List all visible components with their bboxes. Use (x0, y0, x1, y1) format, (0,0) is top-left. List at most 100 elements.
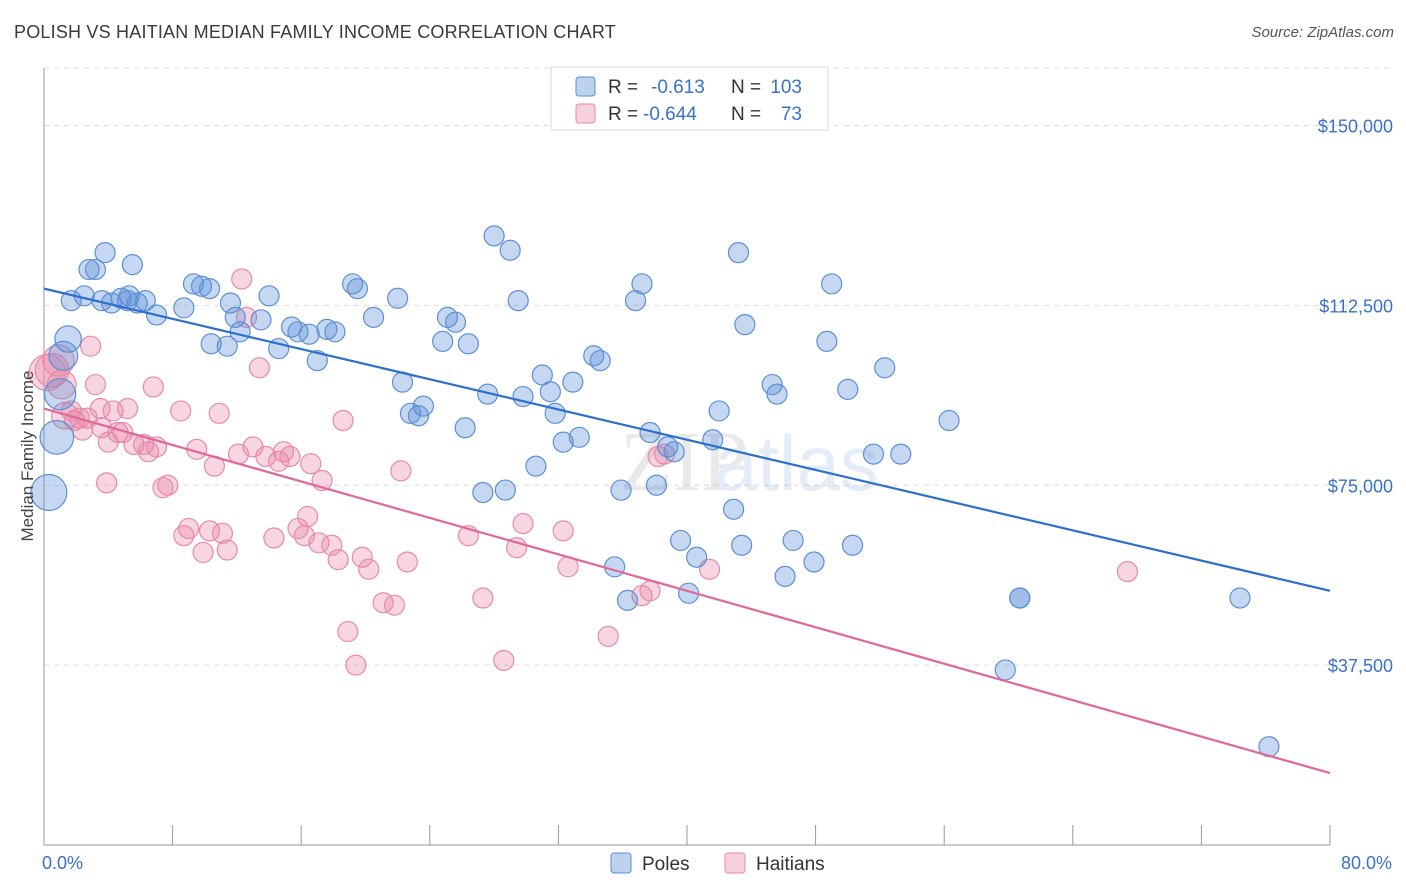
poles-point (837, 378, 859, 400)
poles-point (39, 419, 75, 455)
haitians-point (472, 587, 494, 609)
haitians-point (268, 450, 290, 472)
poles-point (841, 534, 864, 556)
poles-point (126, 292, 148, 314)
poles-point (568, 426, 590, 448)
legend-swatch-poles (575, 76, 596, 97)
poles-point (761, 373, 783, 396)
haitians-point (1116, 561, 1139, 583)
haitians-point (308, 532, 330, 554)
poles-point (782, 529, 804, 552)
poles-point (589, 349, 611, 372)
poles-point (121, 254, 144, 276)
poles-point (803, 551, 825, 573)
haitians-point (198, 520, 221, 542)
poles-point (306, 349, 328, 372)
y-tick-label: $37,500 (1328, 656, 1393, 676)
poles-point (862, 443, 885, 465)
x-tick-label-max: 80.0% (1341, 853, 1392, 873)
poles-point (723, 498, 745, 520)
haitians-point (231, 268, 253, 290)
haitians-point (96, 472, 118, 494)
haitians-point (506, 537, 528, 559)
poles-point (250, 309, 272, 331)
poles-point (562, 371, 584, 393)
series-legend: Poles Haitians (610, 852, 825, 875)
haitians-point (84, 373, 107, 396)
haitians-point (157, 474, 179, 496)
haitians-point (345, 654, 367, 676)
poles-point (525, 455, 547, 477)
series-legend-swatch-poles (610, 852, 632, 874)
poles-point (444, 311, 467, 333)
poles-point (30, 473, 68, 512)
poles-point (190, 275, 213, 297)
watermark-atlas: atlas (714, 419, 879, 507)
haitians-point (597, 625, 619, 647)
haitians-point (383, 594, 406, 616)
poles-points (30, 225, 1280, 758)
poles-point (258, 285, 280, 307)
poles-point (610, 479, 632, 501)
poles-point (43, 377, 77, 411)
poles-point (387, 287, 409, 309)
poles-point (994, 659, 1016, 681)
poles-point (54, 325, 82, 353)
legend-r-value-poles: -0.613 (651, 77, 705, 98)
poles-point (48, 340, 79, 371)
haitians-point (112, 421, 134, 444)
poles-point (78, 258, 100, 281)
haitians-point (337, 620, 359, 643)
chart-title: POLISH VS HAITIAN MEDIAN FAMILY INCOME C… (14, 22, 616, 42)
haitians-point (552, 520, 574, 542)
poles-point (483, 225, 505, 247)
poles-point (774, 565, 796, 588)
trend-lines (43, 287, 1331, 775)
poles-point (708, 400, 730, 422)
axes (43, 68, 1331, 846)
poles-point (84, 258, 107, 281)
haitians-point (89, 397, 111, 420)
poles-point (631, 273, 653, 295)
series-legend-swatch-haitians (724, 852, 746, 874)
poles-point (663, 441, 685, 463)
series-legend-label-haitians: Haitians (756, 854, 825, 875)
poles-point (457, 333, 479, 355)
stats-legend: R = -0.613 N = 103 R = -0.644 N = 73 (550, 66, 829, 131)
poles-point (604, 556, 626, 578)
poles-point (624, 290, 647, 312)
poles-point (539, 381, 561, 403)
poles-point (874, 357, 896, 379)
poles-point (1009, 587, 1031, 609)
poles-point (507, 290, 529, 312)
haitians-point (178, 517, 200, 540)
source-label: Source: ZipAtlas.com (1251, 24, 1394, 41)
poles-point (454, 417, 476, 439)
legend-n-value-haitians: 73 (781, 104, 802, 125)
haitians-point (248, 357, 271, 379)
haitians-point (80, 335, 102, 357)
x-tick-label-min: 0.0% (42, 853, 83, 873)
legend-r-value-haitians: -0.644 (643, 104, 697, 125)
poles-point (200, 333, 222, 355)
haitians-trend-line (43, 407, 1331, 775)
haitians-point (300, 453, 322, 475)
haitians-points (28, 268, 1139, 676)
poles-point (727, 242, 750, 264)
poles-point (346, 278, 369, 300)
poles-trend-line (43, 287, 1331, 592)
poles-point (362, 306, 385, 329)
poles-point (407, 405, 430, 427)
poles-point (118, 285, 140, 307)
poles-point (552, 431, 574, 453)
haitians-point (351, 546, 373, 568)
poles-point (766, 383, 788, 405)
y-tick-label: $112,500 (1319, 296, 1393, 316)
haitians-point (208, 402, 230, 424)
haitians-point (358, 558, 380, 580)
legend-n-label-haitians: N = (731, 104, 761, 125)
poles-point (816, 330, 838, 352)
haitians-point (211, 522, 234, 544)
haitians-point (639, 580, 661, 602)
